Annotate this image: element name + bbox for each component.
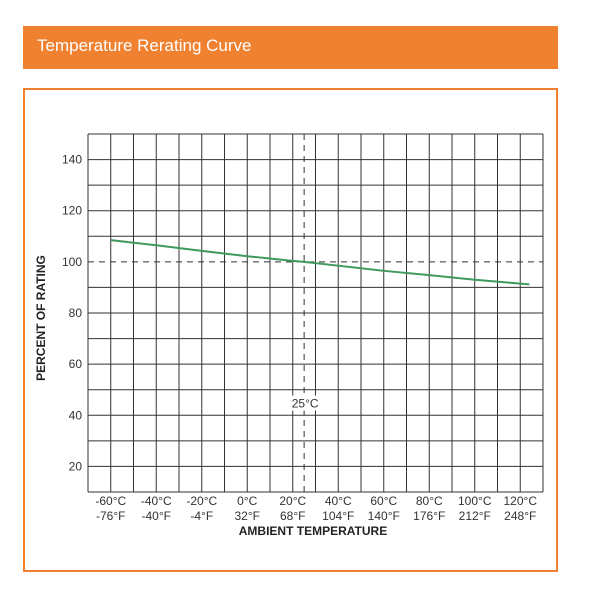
x-tick-label-c: -20°C [186,494,217,508]
chart-frame [23,88,558,572]
x-tick-label-c: 60°C [370,494,397,508]
x-tick-label-f: -4°F [190,509,213,523]
x-tick-label-c: 40°C [325,494,352,508]
y-axis-label: PERCENT OF RATING [34,255,48,381]
y-tick-label: 120 [62,204,82,218]
y-tick-label: 60 [69,357,83,371]
x-tick-label-f: -76°F [96,509,125,523]
title-bar: Temperature Rerating Curve [23,26,558,69]
x-tick-label-c: 80°C [416,494,443,508]
annotation-25c: 25°C [292,397,319,411]
x-tick-label-c: 0°C [237,494,257,508]
annotation-bg [290,395,319,411]
x-tick-label-f: -40°F [142,509,171,523]
x-tick-label-f: 32°F [235,509,260,523]
x-tick-label-c: -40°C [141,494,172,508]
y-tick-label: 100 [62,255,82,269]
x-tick-label-c: 20°C [279,494,306,508]
y-tick-label: 40 [69,408,83,422]
x-tick-label-f: 212°F [459,509,491,523]
y-tick-label: 140 [62,153,82,167]
y-tick-label: 80 [69,306,83,320]
x-tick-label-f: 248°F [504,509,536,523]
chart-title: Temperature Rerating Curve [37,36,252,55]
y-tick-label: 20 [69,459,83,473]
x-tick-label-f: 68°F [280,509,305,523]
x-axis-label: AMBIENT TEMPERATURE [239,524,387,538]
x-tick-label-f: 176°F [413,509,445,523]
x-tick-label-c: 100°C [458,494,492,508]
x-tick-label-c: -60°C [95,494,126,508]
x-tick-label-f: 140°F [368,509,400,523]
x-tick-label-f: 104°F [322,509,354,523]
x-tick-label-c: 120°C [504,494,538,508]
rerating-curve [110,239,530,286]
